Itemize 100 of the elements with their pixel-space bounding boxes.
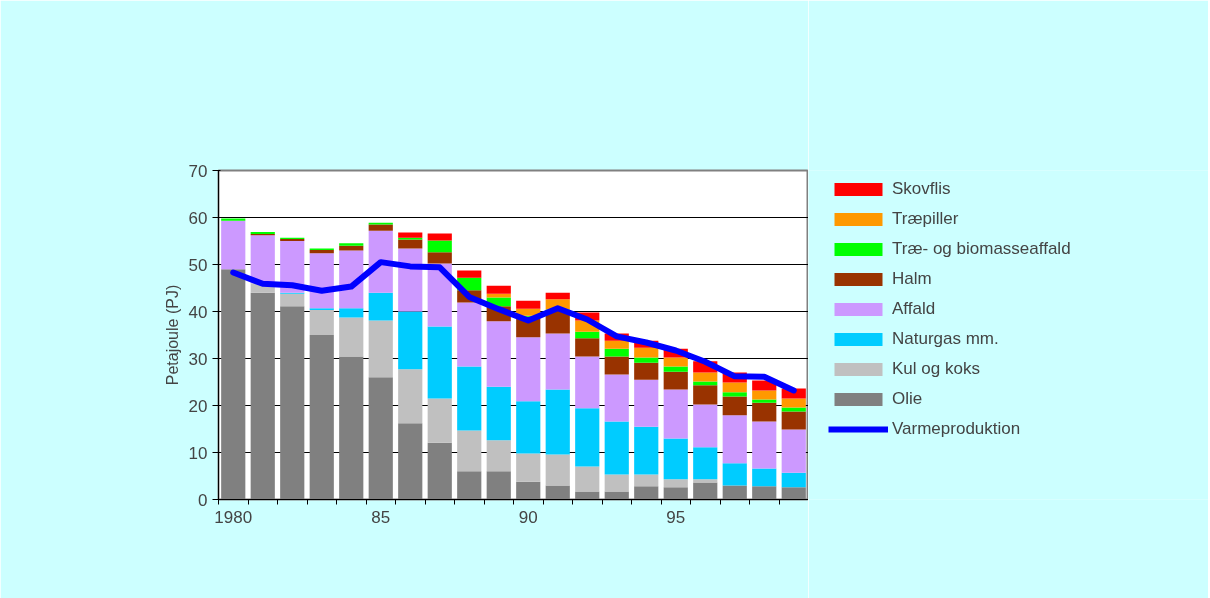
bar	[575, 338, 600, 357]
bar	[575, 466, 600, 492]
bar	[309, 310, 334, 335]
bar	[221, 218, 246, 221]
bar	[545, 389, 570, 455]
x-tick-label: 95	[666, 507, 686, 527]
legend-label: Varmeproduktion	[892, 419, 1021, 439]
bar	[309, 249, 334, 254]
x-tick-label: 1980	[214, 507, 253, 527]
bar	[722, 382, 747, 393]
y-axis-title: Petajoule (PJ)	[163, 284, 181, 386]
y-tick-label: 40	[188, 302, 208, 322]
legend-label: Træpiller	[892, 209, 959, 229]
bar	[752, 421, 777, 469]
bar	[722, 396, 747, 416]
bar	[634, 362, 659, 380]
bar	[457, 270, 482, 278]
bar	[663, 438, 688, 480]
y-tick-label: 0	[198, 490, 208, 510]
bar	[368, 224, 393, 231]
bar	[516, 401, 541, 454]
y-tick-label: 50	[188, 255, 208, 275]
bar	[693, 372, 718, 382]
bar	[663, 479, 688, 488]
bar	[457, 302, 482, 367]
y-tick-label: 30	[188, 349, 208, 369]
bar	[634, 357, 659, 363]
bar	[634, 347, 659, 358]
bar	[427, 240, 452, 253]
y-tick-label: 70	[188, 161, 208, 181]
bar	[398, 369, 423, 424]
bar	[752, 468, 777, 487]
bar	[280, 293, 305, 307]
bar	[634, 379, 659, 427]
bar	[781, 429, 806, 473]
bar	[722, 463, 747, 486]
bar	[663, 389, 688, 439]
bar	[693, 385, 718, 405]
y-tick-label: 60	[188, 208, 208, 228]
bar	[781, 398, 806, 408]
legend-label: Skovflis	[892, 179, 951, 199]
bar	[575, 331, 600, 339]
bar	[781, 411, 806, 430]
x-tick-label: 85	[371, 507, 391, 527]
bar	[693, 479, 718, 483]
bar	[427, 252, 452, 264]
bar	[693, 447, 718, 480]
bar	[575, 356, 600, 409]
bar	[604, 474, 629, 492]
bar	[221, 220, 246, 270]
bar	[604, 356, 629, 375]
bar	[722, 392, 747, 397]
bar	[398, 311, 423, 370]
bar	[486, 386, 511, 441]
bar	[486, 285, 511, 294]
bar	[516, 453, 541, 482]
bar	[398, 232, 423, 238]
legend-label: Træ- og biomasseaffald	[892, 239, 1071, 259]
bar	[398, 248, 423, 312]
bar	[486, 440, 511, 472]
bar	[368, 292, 393, 321]
bar	[604, 348, 629, 357]
bar	[634, 474, 659, 487]
bar	[398, 239, 423, 249]
bar	[368, 320, 393, 378]
bar	[339, 308, 364, 318]
x-tick-label: 90	[518, 507, 538, 527]
y-tick-label: 10	[188, 443, 208, 463]
bar	[545, 333, 570, 390]
bar	[752, 402, 777, 422]
bar	[339, 317, 364, 357]
bar	[752, 390, 777, 400]
bar	[752, 399, 777, 403]
bar	[663, 366, 688, 372]
bar	[339, 243, 364, 246]
bar	[575, 408, 600, 467]
bar	[604, 421, 629, 475]
legend-label: Olie	[892, 389, 923, 409]
legend-label: Naturgas mm.	[892, 329, 999, 349]
bar	[545, 454, 570, 486]
bar	[486, 321, 511, 387]
bar	[604, 340, 629, 349]
bar	[781, 407, 806, 412]
bar	[427, 398, 452, 443]
bar	[781, 472, 806, 488]
bar	[604, 374, 629, 422]
bar	[457, 366, 482, 431]
bar	[427, 233, 452, 241]
bar	[634, 426, 659, 475]
legend-label: Kul og koks	[892, 359, 980, 379]
bar	[516, 300, 541, 309]
y-tick-label: 20	[188, 396, 208, 416]
bar	[250, 235, 275, 284]
legend-label: Affald	[892, 299, 936, 319]
bar	[722, 415, 747, 464]
bar	[427, 326, 452, 399]
legend-label: Halm	[892, 269, 932, 289]
bar	[545, 292, 570, 300]
bar	[693, 404, 718, 448]
bar	[516, 337, 541, 402]
